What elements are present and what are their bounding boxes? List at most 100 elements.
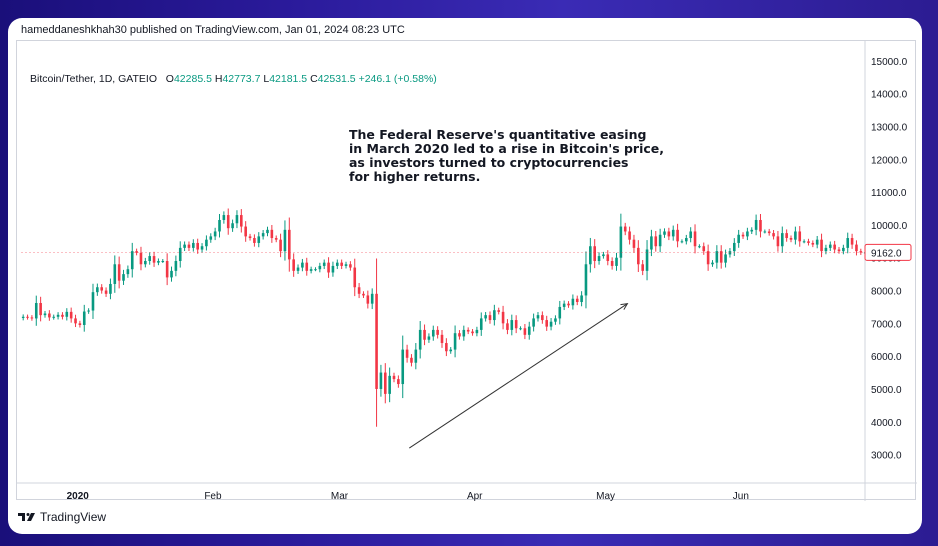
candle-body — [56, 314, 60, 317]
candle-body — [375, 293, 378, 389]
candle-body — [423, 329, 426, 340]
candle-body — [580, 295, 583, 303]
candle-body — [685, 238, 688, 242]
candle-body — [859, 251, 863, 253]
candle-body — [170, 270, 173, 278]
candle-body — [414, 349, 418, 363]
y-tick-label: 10000.0 — [871, 221, 908, 232]
candle-body — [698, 246, 701, 248]
candle-body — [327, 262, 330, 273]
candle-body — [715, 251, 719, 263]
tradingview-logo-icon — [18, 513, 35, 521]
candle-body — [602, 254, 605, 257]
y-tick-label: 7000.0 — [871, 319, 902, 330]
candle-body — [279, 239, 282, 252]
candle-body — [157, 261, 160, 263]
tradingview-logo-text: TradingView — [40, 510, 107, 524]
candle-body — [815, 239, 819, 245]
published-info: hameddaneshkhah30 published on TradingVi… — [21, 24, 405, 36]
symbol-name: Bitcoin/Tether, 1D, GATEIO — [30, 73, 158, 85]
candle-body — [458, 333, 461, 337]
candle-body — [676, 229, 679, 242]
candle-body — [388, 375, 391, 394]
candle-body — [144, 261, 147, 265]
candle-body — [741, 234, 745, 237]
candle-body — [780, 233, 784, 247]
candle-body — [488, 315, 492, 321]
candle-body — [274, 238, 278, 240]
candle-body — [213, 231, 217, 237]
candle-body — [231, 223, 234, 229]
price-chart[interactable]: 15000.0 14000.0 13000.0 12000.0 11000.0 10000… — [17, 41, 917, 501]
candle-body — [335, 262, 339, 266]
chart-frame[interactable]: 15000.0 14000.0 13000.0 12000.0 11000.0 10000… — [16, 40, 917, 501]
candle-body — [152, 256, 156, 263]
candle-body — [109, 283, 112, 294]
candle-body — [850, 238, 854, 245]
candle-body — [392, 375, 396, 380]
candle-body — [362, 293, 365, 296]
candle-body — [475, 329, 479, 334]
candle-body — [658, 234, 662, 247]
y-tick-label: 5000.0 — [871, 385, 902, 396]
candle-body — [571, 298, 575, 306]
x-tick-label: Jun — [733, 491, 749, 501]
candle-body — [366, 295, 370, 304]
candle-body — [104, 290, 108, 294]
candle-body — [418, 329, 422, 350]
candle-body — [828, 244, 832, 248]
candle-body — [431, 329, 435, 337]
candle-body — [436, 329, 439, 335]
candle-body — [200, 246, 204, 250]
change-value: +246.1 (+0.58%) — [358, 73, 437, 85]
trend-arrow-head — [620, 303, 629, 310]
candle-body — [113, 264, 117, 284]
candle-body — [667, 231, 671, 237]
x-tick-label: 2020 — [67, 491, 90, 501]
candle-body — [702, 246, 706, 252]
candle-body — [183, 244, 186, 248]
candle-body — [196, 242, 199, 250]
candle-body — [318, 265, 322, 270]
candle-body — [619, 226, 623, 258]
candle-body — [257, 236, 261, 243]
candle-body — [340, 262, 343, 266]
candle-body — [161, 261, 165, 262]
annotation-line: in March 2020 led to a rise in Bitcoin's… — [349, 141, 664, 156]
candle-body — [48, 313, 51, 318]
candle-body — [750, 229, 754, 232]
candle-body — [733, 242, 736, 252]
candle-body — [34, 303, 38, 319]
y-tick-label: 13000.0 — [871, 122, 908, 133]
candle-body — [349, 264, 352, 268]
candle-body — [523, 328, 527, 335]
candle-body — [192, 242, 195, 248]
candle-body — [641, 264, 644, 271]
candle-body — [397, 379, 400, 385]
candle-body — [357, 287, 361, 294]
tradingview-logo[interactable]: TradingView — [18, 510, 106, 524]
y-tick-label: 12000.0 — [871, 155, 908, 166]
candle-body — [575, 298, 579, 303]
candle-body — [562, 303, 566, 307]
candle-body — [501, 311, 505, 324]
candle-body — [772, 233, 775, 237]
candle-body — [549, 321, 553, 327]
candle-body — [283, 229, 287, 252]
candle-body — [711, 262, 714, 265]
candle-body — [43, 313, 47, 316]
candle-body — [824, 247, 828, 252]
candle-body — [445, 343, 448, 352]
candle-body — [706, 251, 710, 265]
y-tick-label: 6000.0 — [871, 352, 902, 363]
candle-body — [449, 349, 453, 352]
y-tick-label: 4000.0 — [871, 418, 902, 429]
candle-body — [248, 236, 252, 239]
candle-body — [785, 233, 788, 239]
candle-body — [100, 287, 104, 291]
candle-body — [410, 357, 413, 363]
candle-body — [401, 349, 405, 385]
candle-body — [855, 244, 858, 252]
candle-body — [405, 349, 409, 358]
candle-body — [82, 311, 86, 325]
